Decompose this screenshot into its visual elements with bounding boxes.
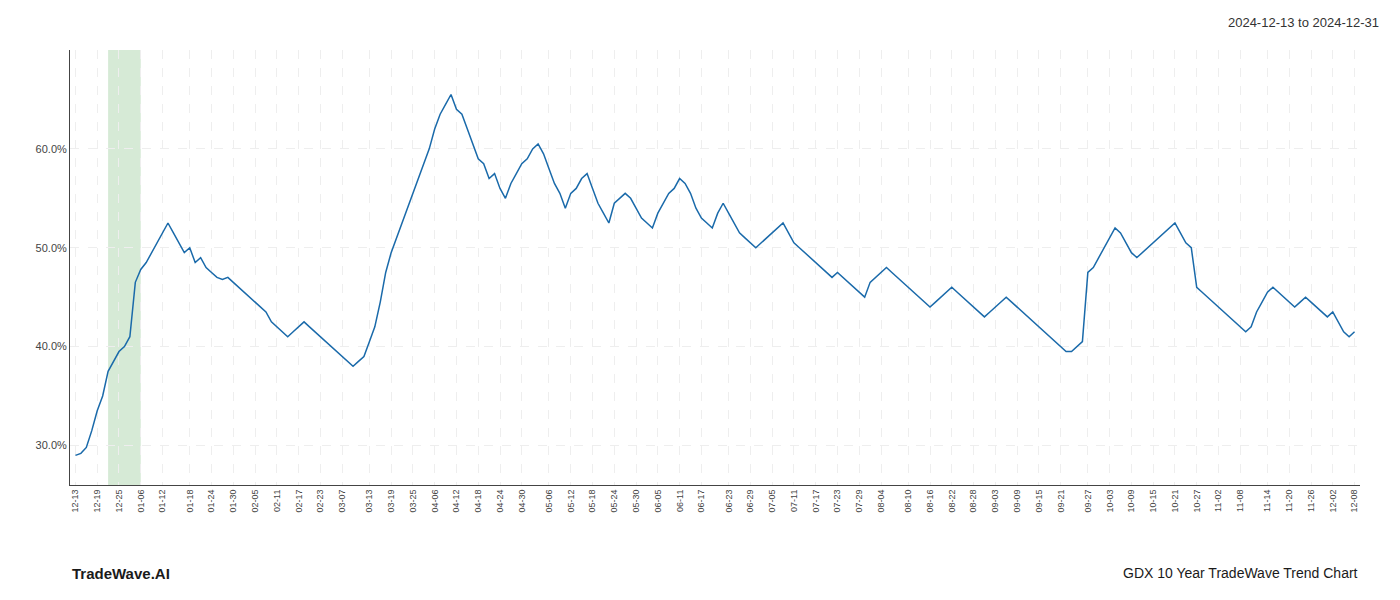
svg-text:06-05: 06-05 — [653, 490, 663, 513]
svg-text:07-29: 07-29 — [854, 490, 864, 513]
svg-text:50.0%: 50.0% — [36, 242, 67, 254]
svg-text:60.0%: 60.0% — [36, 143, 67, 155]
svg-text:06-29: 06-29 — [745, 490, 755, 513]
svg-text:09-27: 09-27 — [1083, 490, 1093, 513]
svg-text:2024-12-13 to 2024-12-31: 2024-12-13 to 2024-12-31 — [1228, 15, 1379, 30]
svg-text:06-11: 06-11 — [675, 490, 685, 512]
svg-text:12-02: 12-02 — [1328, 490, 1338, 513]
svg-text:07-17: 07-17 — [811, 490, 821, 513]
svg-text:10-27: 10-27 — [1192, 490, 1202, 513]
svg-text:11-02: 11-02 — [1213, 490, 1223, 512]
svg-text:05-24: 05-24 — [609, 490, 619, 513]
svg-text:04-24: 04-24 — [495, 490, 505, 513]
svg-text:06-17: 06-17 — [696, 490, 706, 513]
svg-text:12-25: 12-25 — [114, 490, 124, 513]
svg-text:10-21: 10-21 — [1170, 490, 1180, 513]
svg-text:10-15: 10-15 — [1148, 490, 1158, 513]
svg-text:11-26: 11-26 — [1306, 490, 1316, 512]
svg-text:04-12: 04-12 — [451, 490, 461, 513]
svg-text:05-12: 05-12 — [566, 490, 576, 513]
svg-text:03-19: 03-19 — [386, 490, 396, 513]
svg-text:08-22: 08-22 — [947, 490, 957, 513]
svg-text:08-04: 08-04 — [876, 490, 886, 513]
svg-text:04-06: 04-06 — [430, 490, 440, 513]
svg-text:40.0%: 40.0% — [36, 340, 67, 352]
svg-text:01-18: 01-18 — [185, 490, 195, 513]
svg-text:12-19: 12-19 — [92, 490, 102, 513]
svg-text:TradeWave.AI: TradeWave.AI — [72, 565, 170, 582]
svg-text:30.0%: 30.0% — [36, 439, 67, 451]
svg-text:01-12: 01-12 — [157, 490, 167, 513]
svg-text:01-06: 01-06 — [136, 490, 146, 513]
svg-text:09-09: 09-09 — [1012, 490, 1022, 513]
svg-text:07-11: 07-11 — [789, 490, 799, 512]
svg-text:05-30: 05-30 — [631, 490, 641, 513]
svg-text:07-05: 07-05 — [767, 490, 777, 513]
svg-text:GDX 10 Year TradeWave Trend Ch: GDX 10 Year TradeWave Trend Chart — [1123, 565, 1358, 581]
svg-text:04-30: 04-30 — [517, 490, 527, 513]
svg-text:02-11: 02-11 — [272, 490, 282, 512]
svg-text:02-05: 02-05 — [250, 490, 260, 513]
svg-text:06-23: 06-23 — [724, 490, 734, 513]
svg-text:12-08: 12-08 — [1349, 490, 1359, 513]
svg-text:10-09: 10-09 — [1126, 490, 1136, 513]
svg-text:03-13: 03-13 — [364, 490, 374, 513]
svg-text:04-18: 04-18 — [473, 490, 483, 513]
svg-text:12-13: 12-13 — [70, 490, 80, 513]
svg-text:08-10: 08-10 — [903, 490, 913, 513]
svg-text:05-18: 05-18 — [587, 490, 597, 513]
svg-text:10-03: 10-03 — [1105, 490, 1115, 513]
svg-text:02-23: 02-23 — [315, 490, 325, 513]
svg-text:11-14: 11-14 — [1262, 490, 1272, 512]
svg-text:01-24: 01-24 — [206, 490, 216, 513]
svg-text:09-21: 09-21 — [1056, 490, 1066, 513]
svg-text:09-03: 09-03 — [990, 490, 1000, 513]
svg-text:08-28: 08-28 — [968, 490, 978, 513]
svg-text:03-07: 03-07 — [337, 490, 347, 513]
svg-text:02-17: 02-17 — [294, 490, 304, 513]
svg-text:01-30: 01-30 — [228, 490, 238, 513]
svg-text:03-25: 03-25 — [408, 490, 418, 513]
svg-text:08-16: 08-16 — [925, 490, 935, 513]
svg-text:09-15: 09-15 — [1034, 490, 1044, 513]
svg-text:05-06: 05-06 — [544, 490, 554, 513]
svg-text:11-20: 11-20 — [1284, 490, 1294, 512]
svg-text:07-23: 07-23 — [832, 490, 842, 513]
svg-text:11-08: 11-08 — [1235, 490, 1245, 512]
